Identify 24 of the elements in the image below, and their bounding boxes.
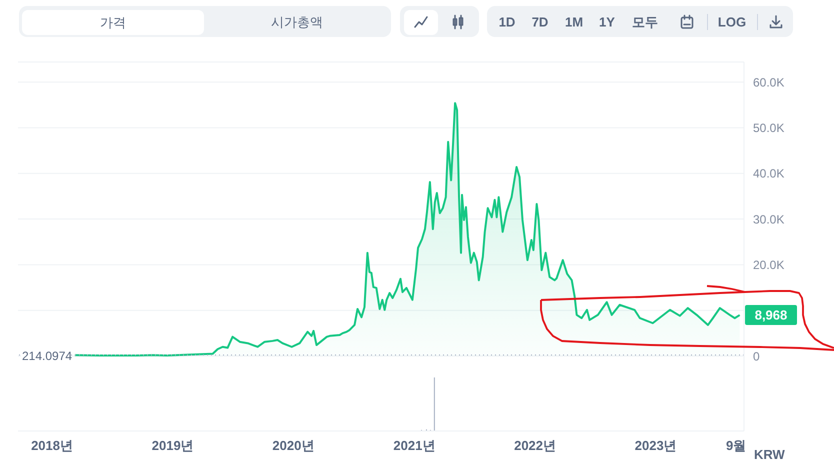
text: 1M [564,14,584,30]
text: 7D [532,14,548,30]
y-tick-label: 50.0K [753,121,784,135]
x-tick-label: 2022년 [514,438,556,454]
text: 1D [498,14,516,30]
y-tick-label: 40.0K [753,166,784,181]
text: 모두 [632,14,658,30]
y-axis-title: KRW [754,447,785,462]
x-tick-label: 2021년 [393,438,436,454]
x-tick-label: 2020년 [272,438,314,454]
x-tick-label: 2019년 [152,438,194,454]
y-tick-label: 60.0K [753,75,784,90]
y-tick-label: 0 [753,349,760,364]
y-tick-label: 20.0K [753,258,784,272]
x-tick-label: 2018년 [31,438,74,454]
text: LOG [718,14,746,30]
ref-line-label: 214.0974 [22,349,72,364]
selected-tab: 가격 [22,10,204,35]
x-tick-label: 9월 [726,438,746,454]
y-tick-label: 30.0K [753,212,784,226]
data-label: 8,968 [754,308,788,323]
text: 시가총액 [271,14,323,30]
x-tick-label: 2023년 [634,438,677,454]
text: 1Y [599,14,615,30]
